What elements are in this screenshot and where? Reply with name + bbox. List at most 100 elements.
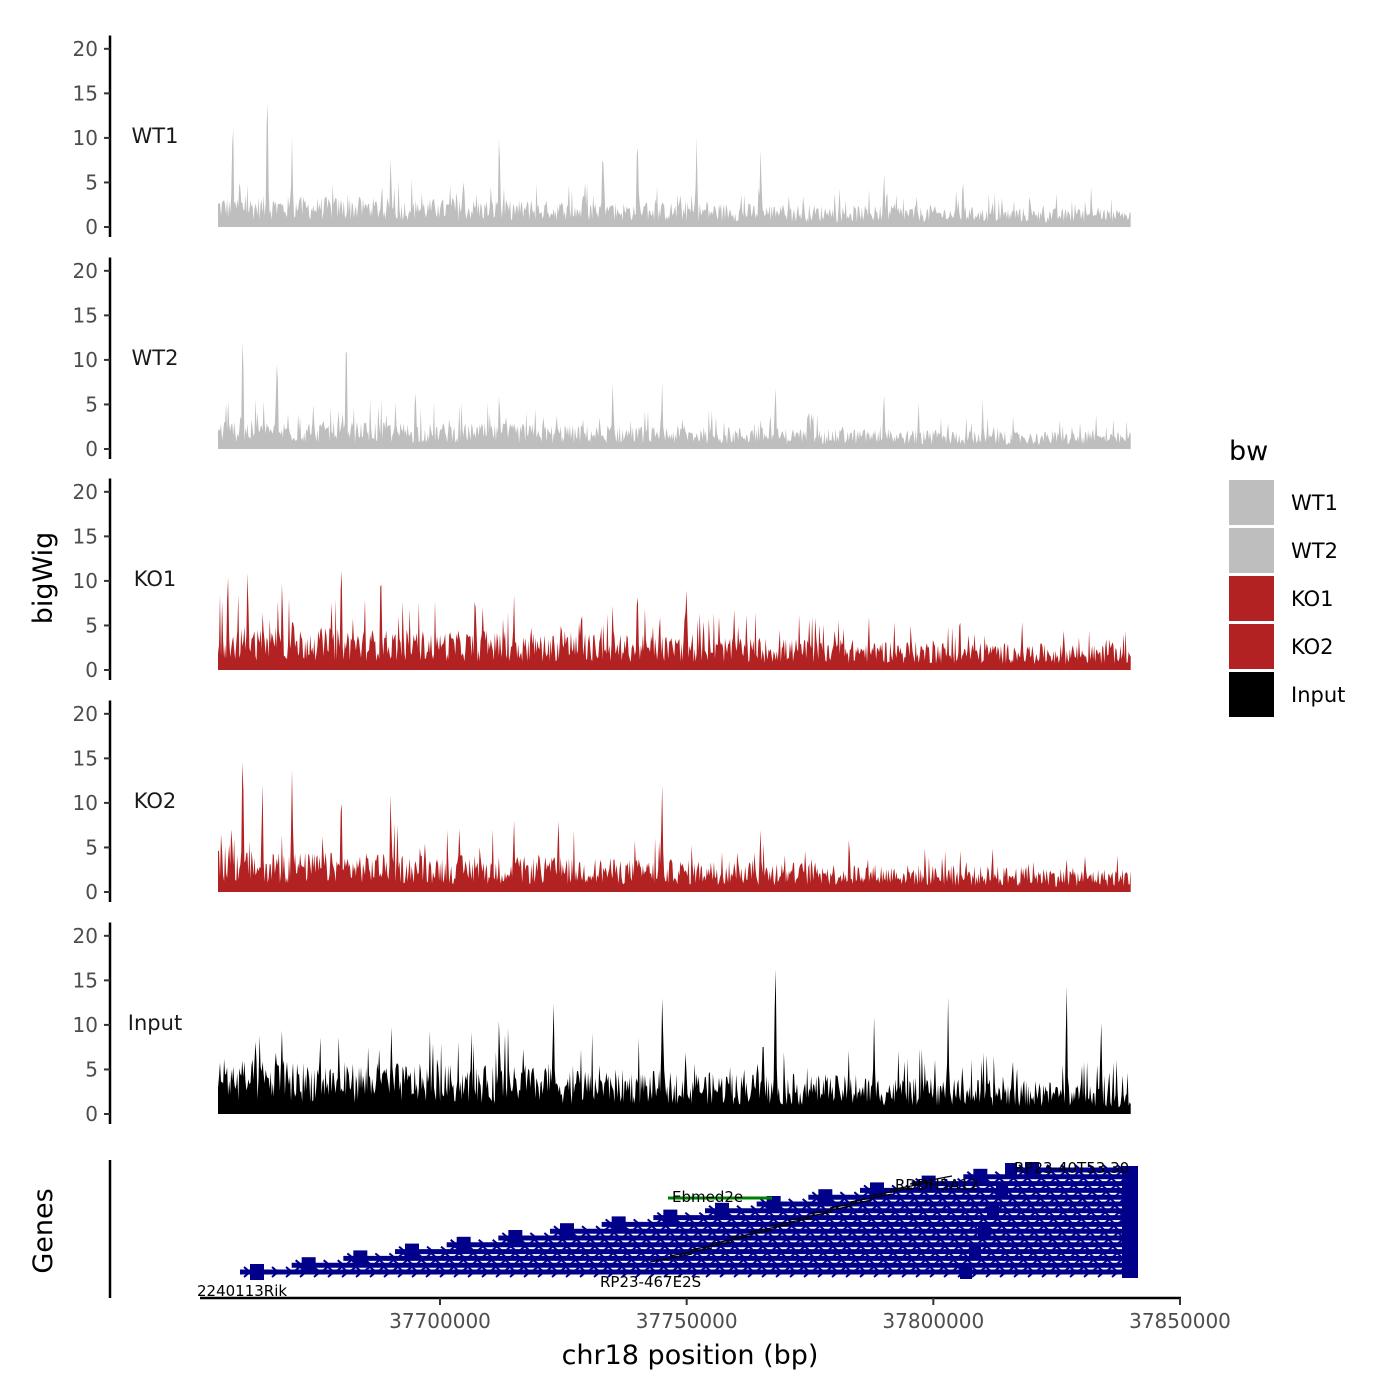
signal-area-ko1 [218,570,1131,670]
signal-area-wt2 [218,342,1131,449]
exon-block [1025,1162,1039,1178]
gene-model [498,1230,1134,1246]
exon-block [818,1189,833,1206]
gene-model [1005,1162,1134,1178]
y-tick-label: 15 [73,746,98,770]
y-tick-label: 0 [85,437,98,461]
y-tick-label: 10 [73,791,98,815]
legend-swatch [1229,528,1274,573]
y-tick-label: 0 [85,1102,98,1126]
legend-item-ko2: KO2 [1229,624,1334,669]
signal-area-wt1 [218,103,1131,227]
exon-block [973,1168,988,1185]
y-axis-title: bigWig [28,532,59,625]
gene-label: Ebmed2e [672,1188,743,1206]
exon-block [715,1202,729,1219]
exon-block [987,1203,999,1218]
exon-block [301,1257,316,1274]
y-tick-label: 5 [85,835,98,859]
y-tick-label: 15 [73,524,98,548]
exon-block [766,1196,781,1212]
y-tick-label: 10 [73,126,98,150]
legend: bw WT1 WT2 KO1 KO2 Input [1229,436,1345,717]
gene-cluster-end [1122,1166,1138,1278]
exon-block [560,1223,574,1240]
legend-swatch [1229,576,1274,621]
legend-label: KO1 [1291,587,1334,611]
gene-model [808,1189,1134,1206]
exon-block [663,1209,678,1226]
legend-label: KO2 [1291,635,1334,659]
track-ko1: 0 5 10 15 20 KO1 [73,478,1131,682]
gene-label: RP23-467E2S [600,1273,701,1291]
y-tick-label: 0 [85,658,98,682]
y-tick-label: 0 [85,880,98,904]
y-tick-label: 15 [73,81,98,105]
x-tick-label: 37700000 [389,1309,491,1333]
track-input: 0 5 10 15 20 Input [73,922,1131,1126]
genes-axis-title: Genes [28,1188,59,1273]
legend-item-wt1: WT1 [1229,480,1338,525]
exon-block [611,1216,626,1233]
legend-label: WT2 [1291,539,1338,563]
gene-model [446,1236,1134,1253]
signal-area-input [218,969,1131,1114]
exon-block [353,1250,368,1267]
legend-label: Input [1291,683,1345,707]
legend-swatch [1229,672,1274,717]
y-tick-label: 20 [73,480,98,504]
gene-model [550,1223,1134,1240]
genes-track: 37700000 37750000 37800000 37850000 2240113R… [108,1159,1231,1333]
track-wt2: 0 5 10 15 20 WT2 [73,257,1131,461]
x-tick-label: 37800000 [882,1309,984,1333]
y-tick-label: 15 [73,968,98,992]
gene-label: RP23-40T53.30 [1014,1159,1129,1177]
y-tick-label: 20 [73,924,98,948]
gene-model [395,1243,1134,1260]
track-ko2: 0 5 10 15 20 KO2 [73,700,1131,904]
strand-arrows [501,1232,1126,1244]
exon-block [456,1236,471,1253]
legend-label: WT1 [1291,491,1338,515]
track-label: WT2 [132,346,179,370]
y-tick-label: 15 [73,303,98,327]
coverage-tracks: 0 5 10 15 20 WT1 0 5 10 15 20 WT2 0 5 10 15 20 KO1 0 5 10 15 2… [73,35,1131,1126]
legend-item-ko1: KO1 [1229,576,1334,621]
strand-arrows [811,1191,1128,1203]
y-tick-label: 10 [73,348,98,372]
strand-arrows [346,1252,1125,1265]
x-tick-label: 37850000 [1129,1309,1231,1333]
track-label: KO2 [134,789,177,813]
exon-block [996,1183,1008,1198]
x-axis-title: chr18 position (bp) [562,1340,819,1371]
exon-block [1005,1163,1017,1177]
legend-item-input: Input [1229,672,1345,717]
y-tick-label: 0 [85,215,98,239]
signal-area-ko2 [218,762,1131,892]
y-tick-label: 10 [73,569,98,593]
y-tick-label: 20 [73,37,98,61]
y-tick-label: 10 [73,1013,98,1037]
y-tick-label: 5 [85,1057,98,1081]
y-tick-label: 20 [73,702,98,726]
gene-model [240,1264,1134,1280]
track-label: WT1 [132,124,179,148]
gene-model [343,1250,1134,1267]
overlapping-gene-labels [649,1175,953,1263]
gene-label: 2240113Rik [197,1282,287,1300]
legend-swatch [1229,480,1274,525]
legend-swatch [1229,624,1274,669]
y-tick-label: 5 [85,170,98,194]
x-tick-label: 37750000 [636,1309,738,1333]
exon-block [405,1243,419,1260]
legend-item-wt2: WT2 [1229,528,1338,573]
y-tick-label: 5 [85,392,98,416]
strand-arrows [656,1211,1127,1224]
exon-block [508,1230,523,1246]
track-wt1: 0 5 10 15 20 WT1 [73,35,1131,239]
y-tick-label: 5 [85,613,98,637]
y-tick-label: 20 [73,259,98,283]
gene-label: RDDH5A12 [895,1176,979,1194]
track-label: Input [128,1011,182,1035]
track-label: KO1 [134,567,177,591]
